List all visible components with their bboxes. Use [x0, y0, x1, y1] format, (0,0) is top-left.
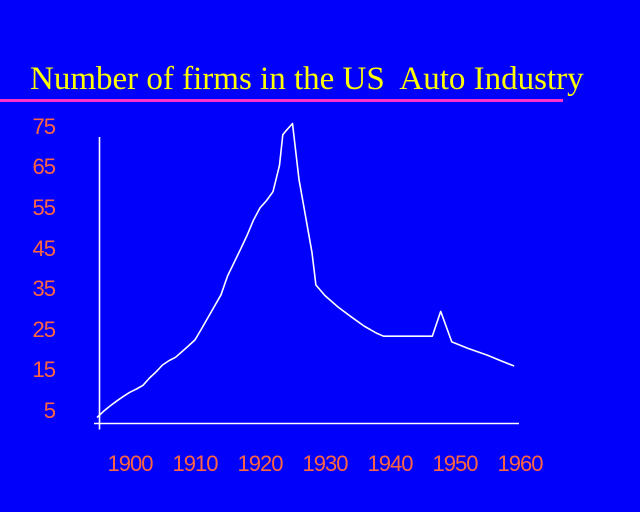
y-tick-label: 65 — [32, 154, 56, 180]
y-tick-label: 15 — [32, 357, 56, 383]
y-tick-label: 5 — [43, 397, 56, 423]
y-tick-label: 55 — [32, 194, 56, 220]
series-line — [96, 122, 515, 418]
x-tick-label: 1950 — [432, 451, 479, 476]
x-tick-label: 1960 — [497, 451, 544, 476]
y-tick-label: 35 — [32, 276, 56, 302]
x-tick-label: 1920 — [237, 451, 284, 476]
y-tick-label: 45 — [32, 235, 56, 261]
title-underline — [0, 99, 563, 102]
y-tick-label: 75 — [32, 113, 56, 139]
slide-title: Number of firms in the US Auto Industry — [30, 61, 584, 97]
x-tick-label: 1910 — [172, 451, 219, 476]
x-tick-label: 1930 — [302, 451, 349, 476]
x-tick-label: 1940 — [367, 451, 414, 476]
y-tick-label: 25 — [32, 316, 56, 342]
x-tick-label: 1900 — [107, 451, 154, 476]
